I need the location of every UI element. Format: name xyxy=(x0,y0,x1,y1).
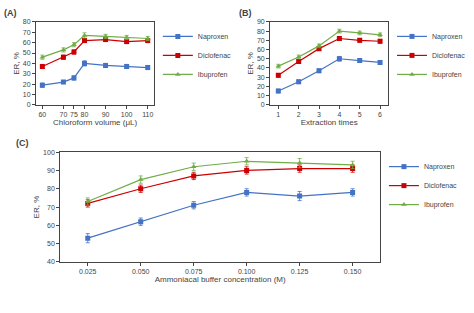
svg-text:90: 90 xyxy=(102,111,110,118)
svg-text:40: 40 xyxy=(23,60,31,67)
svg-text:2: 2 xyxy=(297,111,301,118)
svg-text:20: 20 xyxy=(257,83,265,90)
svg-text:0.025: 0.025 xyxy=(79,268,97,275)
svg-text:90: 90 xyxy=(257,18,265,25)
svg-text:50: 50 xyxy=(23,49,31,56)
svg-text:80: 80 xyxy=(23,18,31,25)
svg-text:60: 60 xyxy=(23,39,31,46)
svg-text:0.125: 0.125 xyxy=(291,268,309,275)
svg-text:90: 90 xyxy=(47,167,55,174)
svg-text:70: 70 xyxy=(60,111,68,118)
svg-text:ER, %: ER, % xyxy=(246,52,255,75)
svg-text:Extraction times: Extraction times xyxy=(301,118,358,127)
svg-text:Diclofenac: Diclofenac xyxy=(424,182,457,189)
svg-text:70: 70 xyxy=(23,29,31,36)
svg-text:1: 1 xyxy=(276,111,280,118)
svg-text:ER, %: ER, % xyxy=(32,196,41,219)
svg-text:Ibuprofen: Ibuprofen xyxy=(198,71,228,79)
svg-text:Ibuprofen: Ibuprofen xyxy=(424,201,454,209)
svg-text:3: 3 xyxy=(317,111,321,118)
svg-text:75: 75 xyxy=(70,111,78,118)
svg-text:60: 60 xyxy=(47,222,55,229)
svg-text:Chloroform volume (μL): Chloroform volume (μL) xyxy=(53,118,138,127)
svg-text:ER, %: ER, % xyxy=(12,52,21,75)
svg-text:10: 10 xyxy=(257,92,265,99)
svg-text:50: 50 xyxy=(47,240,55,247)
svg-text:6: 6 xyxy=(378,111,382,118)
svg-text:80: 80 xyxy=(47,185,55,192)
svg-text:4: 4 xyxy=(337,111,341,118)
svg-text:50: 50 xyxy=(257,55,265,62)
svg-text:100: 100 xyxy=(43,149,55,156)
svg-text:40: 40 xyxy=(257,64,265,71)
svg-text:(B): (B) xyxy=(239,8,252,18)
svg-text:20: 20 xyxy=(23,81,31,88)
svg-text:0: 0 xyxy=(261,101,265,108)
svg-text:Ibuprofen: Ibuprofen xyxy=(432,71,462,79)
svg-text:(A): (A) xyxy=(4,8,17,18)
svg-text:(C): (C) xyxy=(16,138,29,148)
svg-text:80: 80 xyxy=(257,28,265,35)
svg-text:0.075: 0.075 xyxy=(185,268,203,275)
svg-text:Diclofenac: Diclofenac xyxy=(198,52,231,59)
svg-text:0: 0 xyxy=(27,101,31,108)
svg-text:0.150: 0.150 xyxy=(344,268,362,275)
svg-text:Naproxen: Naproxen xyxy=(424,163,454,171)
svg-text:5: 5 xyxy=(358,111,362,118)
svg-text:70: 70 xyxy=(47,203,55,210)
svg-text:70: 70 xyxy=(257,37,265,44)
svg-text:Diclofenac: Diclofenac xyxy=(432,52,465,59)
svg-text:100: 100 xyxy=(121,111,133,118)
svg-text:Naproxen: Naproxen xyxy=(198,33,228,41)
svg-text:Ammoniacal buffer concentratio: Ammoniacal buffer concentration (M) xyxy=(155,275,286,284)
svg-text:110: 110 xyxy=(142,111,153,118)
svg-text:80: 80 xyxy=(81,111,89,118)
svg-text:30: 30 xyxy=(257,74,265,81)
svg-text:0.050: 0.050 xyxy=(132,268,150,275)
svg-text:10: 10 xyxy=(23,91,31,98)
svg-text:0.100: 0.100 xyxy=(238,268,256,275)
svg-text:60: 60 xyxy=(38,111,46,118)
svg-text:40: 40 xyxy=(47,258,55,265)
svg-text:Naproxen: Naproxen xyxy=(432,33,462,41)
svg-text:60: 60 xyxy=(257,46,265,53)
svg-text:30: 30 xyxy=(23,70,31,77)
